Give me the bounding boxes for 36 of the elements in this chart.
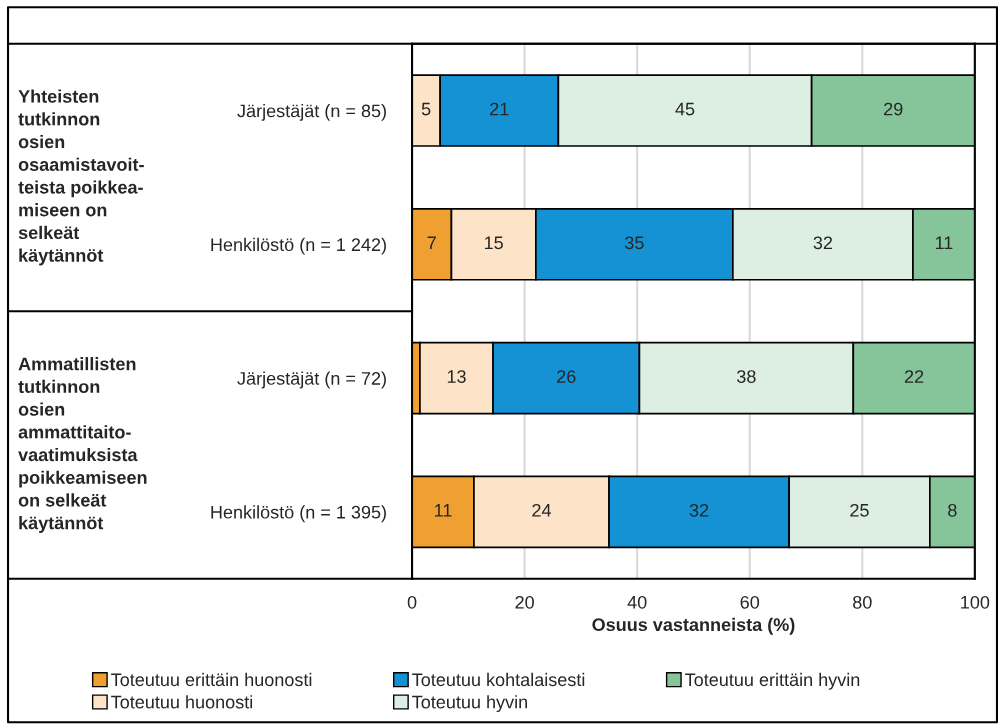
data-label: 5: [421, 102, 431, 116]
data-label: 11: [935, 236, 953, 249]
data-label: 7: [427, 236, 436, 249]
legend-label: Toteutuu erittäin huonosti: [111, 672, 312, 687]
data-label: 25: [850, 503, 869, 517]
data-label: 45: [675, 102, 695, 116]
x-tick-label: 80: [853, 595, 872, 609]
data-label: 8: [948, 503, 957, 517]
y-tick-label: Henkilöstö (n = 1 242): [211, 237, 386, 255]
x-axis-title: Osuus vastanneista (%): [592, 617, 795, 635]
data-label: 21: [490, 102, 509, 116]
x-tick-label: 40: [627, 595, 647, 609]
data-label: 32: [813, 236, 833, 250]
data-label: 15: [484, 236, 503, 250]
y-tick-label: Järjestäjät (n = 72): [237, 371, 386, 389]
data-label: 24: [532, 503, 552, 517]
legend-label: Toteutuu hyvin: [412, 695, 527, 713]
data-label: 13: [447, 370, 466, 383]
y-tick-label: Järjestäjät (n = 85): [237, 104, 386, 121]
data-label: 32: [689, 503, 709, 517]
data-label: 35: [625, 236, 644, 250]
data-label: 22: [904, 370, 924, 383]
x-tick-label: 0: [407, 595, 417, 609]
x-tick-label: 20: [515, 595, 534, 609]
x-tick-label: 100: [961, 595, 990, 609]
legend-label: Toteutuu kohtalaisesti: [412, 672, 585, 687]
data-label: 29: [884, 102, 903, 116]
legend-label: Toteutuu erittäin hyvin: [685, 672, 860, 690]
text: Yhteisten tutkinnon osien osaamistavoit- teista poikkea- miseen on selkeät käytännöt: [18, 89, 144, 266]
data-label: 26: [557, 370, 576, 383]
y-tick-label: Henkilöstö (n = 1 395): [211, 505, 386, 523]
data-label: 11: [435, 504, 452, 517]
text: Ammatillisten tutkinnon osien ammattitaito- vaatimuksista poikkeamiseen on selkeät käytännöt: [18, 357, 147, 533]
legend-label: Toteutuu huonosti: [111, 695, 253, 709]
x-tick-label: 60: [740, 595, 760, 609]
data-label: 38: [737, 370, 756, 383]
